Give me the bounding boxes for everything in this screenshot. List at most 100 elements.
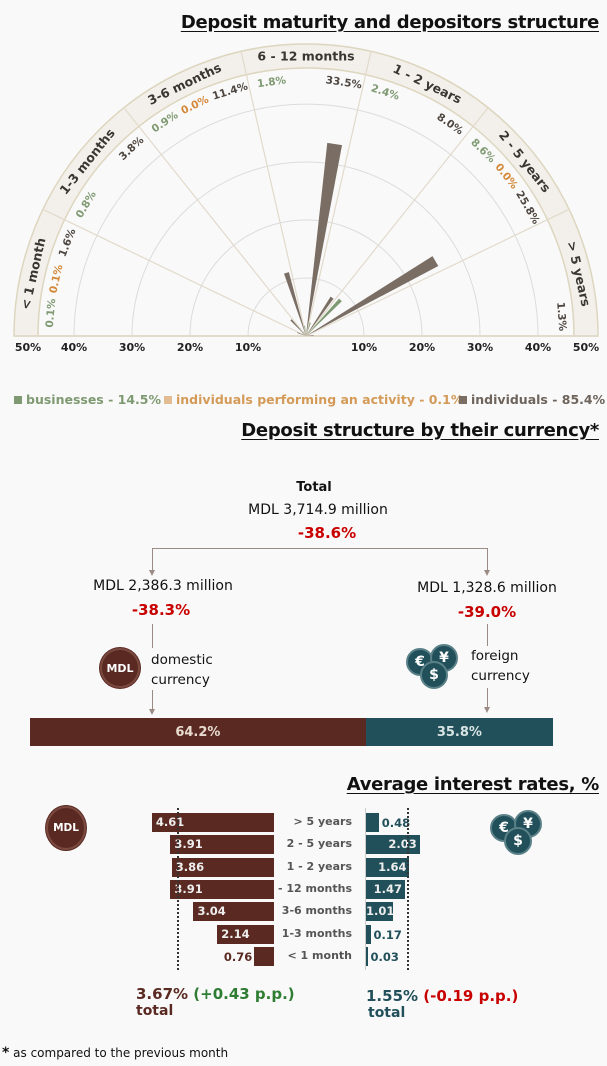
fx-rate-bar	[366, 946, 368, 966]
individuals-bar	[306, 335, 314, 336]
legend-swatch	[14, 395, 22, 404]
legend-swatch	[164, 395, 172, 404]
total-amount: MDL 3,714.9 million	[248, 502, 388, 518]
footnote-mark: *	[2, 1045, 10, 1061]
maturity-row-label: < 1 month	[287, 948, 352, 962]
legend-label: individuals performing an activity - 0.1…	[176, 392, 464, 407]
currency-share-bar: 64.2% 35.8%	[30, 718, 553, 746]
footnote-text: as compared to the previous month	[9, 1046, 229, 1060]
legend-individuals: individuals - 85.4%	[459, 392, 605, 407]
maturity-row-label: 1-3 months	[281, 926, 352, 940]
mdl-rate-bar: 3.86	[171, 857, 274, 877]
mdl-average-line	[176, 808, 179, 970]
fx-total-value: 1.55%	[366, 987, 419, 1005]
foreign-change: -39.0%	[457, 603, 517, 621]
domestic-change: -38.3%	[131, 601, 191, 619]
mdl-total-rate: 3.67% (+0.43 p.p.)	[136, 985, 295, 1003]
fx-rate-bar	[366, 813, 379, 832]
grid-circle	[189, 219, 423, 337]
radial-tick-label: 20%	[177, 341, 203, 354]
maturity-row-label: 1 - 2 years	[286, 859, 352, 873]
mdl-rate-value: 0.76	[223, 949, 253, 964]
dollar-icon: $	[504, 827, 532, 855]
domestic-currency-label: domestic currency	[151, 650, 213, 690]
fx-axis-line	[365, 808, 366, 970]
mdl-rate-bar: 3.91	[170, 835, 274, 855]
label-line: domestic	[151, 652, 213, 668]
businesses-bar	[304, 325, 306, 336]
foreign-currency-label: foreign currency	[471, 646, 530, 686]
mdl-total-change: (+0.43 p.p.)	[193, 985, 295, 1003]
fx-rate-bar: 1.64	[366, 857, 410, 877]
sector-divider	[240, 51, 307, 337]
mdl-rate-bar: 3.04	[193, 902, 274, 922]
tree-connector	[152, 548, 153, 570]
fx-rate-value: 0.48	[381, 816, 411, 830]
sector-divider	[305, 51, 372, 337]
tree-connector	[152, 548, 488, 549]
data-label: 2.4%	[369, 82, 401, 103]
grid-circle	[73, 103, 539, 337]
total-change: -38.6%	[297, 524, 357, 542]
legend-activity: individuals performing an activity - 0.1…	[164, 392, 463, 407]
maturity-row-label: 3-6 months	[281, 904, 352, 918]
mdl-total-caption: total	[136, 1003, 174, 1019]
foreign-coins-icon: € ¥ $	[490, 810, 548, 856]
foreign-amount: MDL 1,328.6 million	[417, 580, 557, 596]
arrow-down-icon	[149, 570, 155, 576]
individuals-bar	[290, 319, 306, 336]
fx-total-rate: 1.55% (-0.19 p.p.)	[366, 987, 518, 1005]
sector-divider	[305, 107, 489, 337]
dollar-icon: $	[420, 661, 448, 689]
fx-total-caption: total	[368, 1005, 406, 1021]
radial-tick-label: 20%	[409, 341, 435, 354]
mdl-total-value: 3.67%	[136, 985, 189, 1003]
fx-rate-bar: 1.01	[366, 902, 394, 922]
maturity-row-label: 6 - 12 months	[266, 881, 352, 895]
sector-label: 6 - 12 months	[257, 49, 354, 64]
legend-swatch	[459, 395, 467, 404]
label-line: foreign	[471, 648, 519, 664]
currency-title: Deposit structure by their currency*	[241, 420, 599, 441]
individuals-bar	[306, 256, 439, 336]
fx-average-line	[407, 808, 410, 970]
label-line: currency	[151, 672, 210, 688]
maturity-row-label: 2 - 5 years	[286, 837, 352, 851]
businesses-bar	[301, 333, 306, 336]
radial-tick-label: 10%	[235, 341, 261, 354]
fx-rate-bar: 1.47	[366, 879, 405, 899]
radial-tick-label: 40%	[525, 341, 551, 354]
domestic-amount: MDL 2,386.3 million	[93, 578, 233, 594]
fx-total-change: (-0.19 p.p.)	[423, 987, 519, 1005]
radial-tick-label: 40%	[61, 341, 87, 354]
tree-connector	[487, 688, 488, 708]
sector-divider	[42, 208, 307, 337]
individuals-bar	[306, 142, 343, 336]
fx-rate-value: 0.03	[370, 949, 399, 964]
domestic-share-segment: 64.2%	[30, 718, 366, 746]
tree-connector	[152, 624, 153, 648]
foreign-coins-icon: € ¥ $	[406, 644, 464, 690]
arrow-down-icon	[149, 709, 155, 715]
radial-tick-label: 50%	[573, 341, 599, 354]
radial-tick-label: 30%	[467, 341, 493, 354]
data-label: 1.3%	[554, 302, 568, 332]
mdl-rate-bar: 4.61	[151, 813, 274, 832]
tree-connector	[487, 624, 488, 646]
tree-connector	[487, 548, 488, 570]
radial-tick-label: 30%	[119, 341, 145, 354]
mdl-coin-icon: MDL	[100, 648, 140, 688]
businesses-bar	[306, 322, 311, 336]
arrow-down-icon	[484, 707, 490, 713]
mdl-rate-bar: 3.91	[170, 879, 274, 899]
individuals-bar	[306, 296, 334, 336]
fx-rate-bar	[366, 924, 371, 944]
data-label: 0.1%	[47, 263, 65, 295]
individuals-bar	[284, 272, 306, 336]
radial-tick-label: 50%	[15, 341, 41, 354]
sector-divider	[123, 107, 307, 337]
foreign-share-segment: 35.8%	[365, 718, 553, 746]
maturity-title: Deposit maturity and depositors structur…	[180, 12, 599, 33]
